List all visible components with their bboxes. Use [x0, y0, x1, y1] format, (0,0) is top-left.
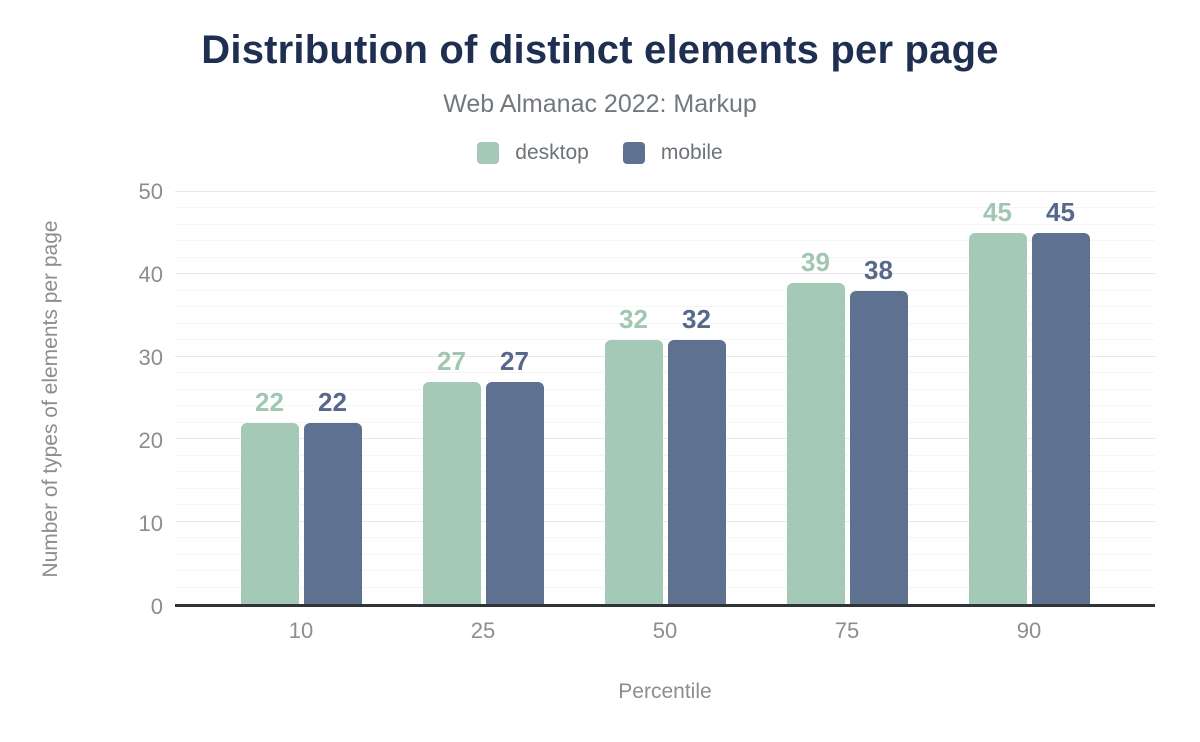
bar-value-label-desktop-p10: 22	[255, 386, 284, 417]
gridline-36	[175, 306, 1155, 308]
gridline-44	[175, 240, 1155, 242]
gridline-50	[175, 191, 1155, 192]
gridline-34	[175, 322, 1155, 324]
gridline-14	[175, 487, 1155, 489]
x-tick-label-90: 90	[1016, 618, 1042, 643]
bar-value-label-desktop-p25: 27	[437, 345, 466, 376]
x-tick-label-10: 10	[288, 618, 314, 643]
bar-value-label-desktop-p50: 32	[619, 304, 648, 335]
gridline-46	[175, 223, 1155, 225]
y-tick-label-20: 20	[138, 428, 163, 453]
legend-label-desktop: desktop	[515, 141, 589, 164]
legend-label-mobile: mobile	[660, 141, 723, 164]
plot-area: 22 22 27 27 32 32 39 38 45 45	[175, 191, 1155, 607]
chart-title: Distribution of distinct elements per pa…	[201, 28, 999, 72]
bar-desktop-p90[interactable]: 45	[968, 197, 1027, 604]
y-tick-label-10: 10	[138, 511, 163, 536]
gridline-42	[175, 256, 1155, 258]
gridline-30	[175, 355, 1155, 357]
gridline-20	[175, 438, 1155, 440]
x-tick-label-50: 50	[652, 618, 678, 643]
legend-item-desktop[interactable]: desktop	[477, 141, 589, 165]
y-axis-title: Number of types of elements per page	[39, 220, 62, 578]
gridline-38	[175, 289, 1155, 291]
bar-value-label-desktop-p75: 39	[801, 246, 830, 277]
bar-group-10: 22 22	[240, 192, 362, 604]
bar-mobile-p10[interactable]: 22	[303, 387, 362, 604]
bar-mobile-p90[interactable]: 45	[1031, 197, 1090, 604]
bar-group-50: 32 32	[604, 192, 726, 604]
bar-desktop-p75[interactable]: 39	[786, 247, 845, 604]
gridline-2	[175, 586, 1155, 588]
gridline-18	[175, 454, 1155, 456]
gridline-40	[175, 273, 1155, 275]
bar-desktop-p25[interactable]: 27	[422, 346, 481, 604]
gridline-24	[175, 405, 1155, 407]
gridline-26	[175, 388, 1155, 390]
gridline-22	[175, 421, 1155, 423]
gridline-32	[175, 339, 1155, 341]
y-tick-label-40: 40	[138, 262, 163, 287]
y-tick-label-50: 50	[138, 179, 163, 204]
bar-group-75: 39 38	[786, 192, 908, 604]
y-tick-label-0: 0	[150, 594, 163, 619]
x-tick-label-75: 75	[834, 618, 860, 643]
bar-mobile-p75[interactable]: 38	[849, 255, 908, 604]
legend-swatch-mobile	[622, 142, 645, 164]
legend-swatch-desktop	[477, 142, 500, 164]
x-tick-label-25: 25	[470, 618, 496, 643]
gridline-12	[175, 504, 1155, 506]
gridline-28	[175, 372, 1155, 374]
bar-group-90: 45 45	[968, 192, 1090, 604]
gridline-8	[175, 537, 1155, 539]
bar-value-label-mobile-p90: 45	[1046, 197, 1075, 228]
y-tick-label-30: 30	[138, 345, 163, 370]
x-axis-title: Percentile	[618, 680, 712, 703]
bar-value-label-desktop-p90: 45	[983, 197, 1012, 228]
gridline-6	[175, 553, 1155, 555]
bar-desktop-p10[interactable]: 22	[240, 387, 299, 604]
gridline-4	[175, 570, 1155, 572]
chart-subtitle: Web Almanac 2022: Markup	[443, 90, 757, 118]
bar-value-label-mobile-p50: 32	[682, 304, 711, 335]
bar-group-25: 27 27	[422, 192, 544, 604]
bar-value-label-mobile-p10: 22	[318, 386, 347, 417]
legend: desktop mobile	[0, 141, 1200, 165]
bar-value-label-mobile-p25: 27	[500, 345, 529, 376]
bar-mobile-p25[interactable]: 27	[485, 346, 544, 604]
bar-mobile-p50[interactable]: 32	[667, 304, 726, 604]
legend-item-mobile[interactable]: mobile	[622, 141, 723, 165]
gridline-48	[175, 207, 1155, 209]
bar-value-label-mobile-p75: 38	[864, 254, 893, 285]
bar-desktop-p50[interactable]: 32	[604, 304, 663, 604]
gridline-16	[175, 471, 1155, 473]
gridline-10	[175, 520, 1155, 522]
